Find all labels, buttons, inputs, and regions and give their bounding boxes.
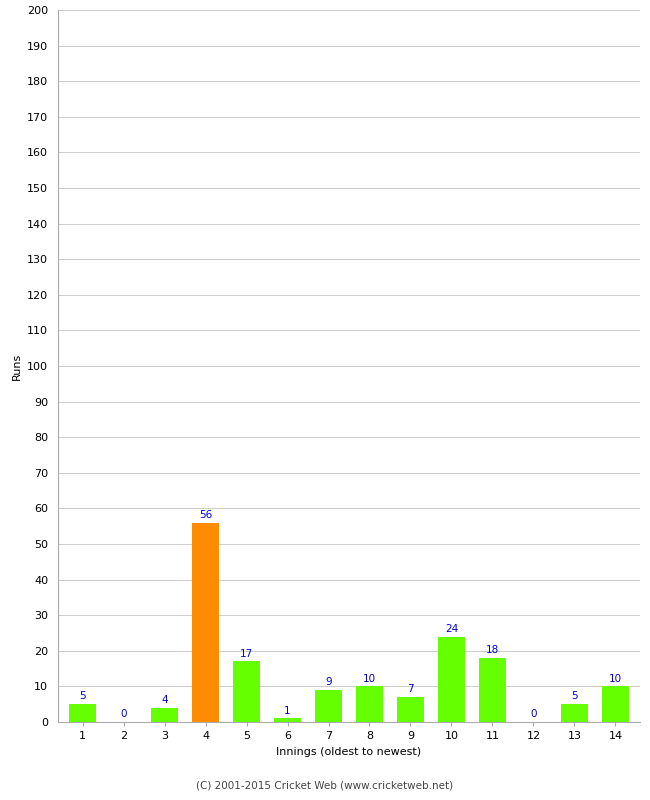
Text: 10: 10 — [609, 674, 622, 683]
Text: 9: 9 — [325, 677, 332, 687]
Text: 0: 0 — [120, 709, 127, 719]
Text: 24: 24 — [445, 624, 458, 634]
Text: 5: 5 — [79, 691, 86, 702]
Bar — [70, 704, 96, 722]
Bar — [602, 686, 629, 722]
Bar — [274, 718, 301, 722]
Text: 18: 18 — [486, 645, 499, 655]
Bar — [315, 690, 342, 722]
Text: 7: 7 — [407, 684, 414, 694]
Bar — [438, 637, 465, 722]
Text: 17: 17 — [240, 649, 253, 658]
Text: 4: 4 — [161, 695, 168, 705]
Bar — [356, 686, 383, 722]
Text: 5: 5 — [571, 691, 578, 702]
Bar — [397, 697, 424, 722]
Text: 1: 1 — [284, 706, 291, 715]
Bar — [233, 662, 260, 722]
Bar — [479, 658, 506, 722]
Text: (C) 2001-2015 Cricket Web (www.cricketweb.net): (C) 2001-2015 Cricket Web (www.cricketwe… — [196, 781, 454, 790]
Bar — [151, 708, 178, 722]
X-axis label: Innings (oldest to newest): Innings (oldest to newest) — [276, 746, 422, 757]
Text: 56: 56 — [199, 510, 212, 520]
Bar — [561, 704, 588, 722]
Y-axis label: Runs: Runs — [12, 352, 21, 380]
Text: 10: 10 — [363, 674, 376, 683]
Bar — [192, 522, 219, 722]
Text: 0: 0 — [530, 709, 537, 719]
